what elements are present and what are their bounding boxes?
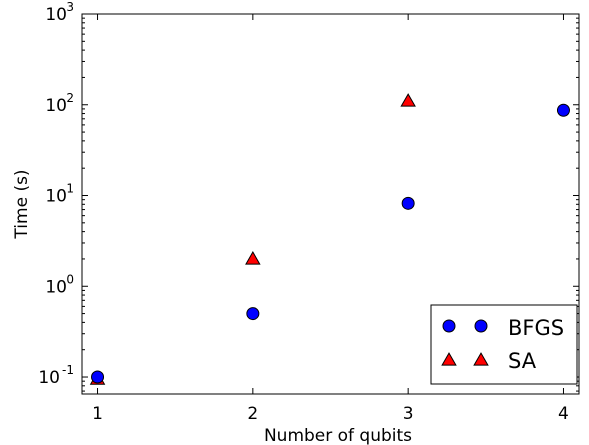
sa-point (245, 251, 261, 265)
x-tick-label: 1 (92, 404, 103, 424)
y-axis-label: Time (s) (12, 169, 32, 239)
bfgs-point (401, 196, 415, 210)
y-tick-label: 10 (45, 5, 67, 25)
legend-sa-marker (473, 352, 489, 366)
x-tick-label: 2 (247, 404, 258, 424)
legend-box (430, 304, 578, 385)
x-tick-label: 4 (558, 404, 569, 424)
sa-point (400, 93, 416, 107)
y-tick-exponent: 1 (66, 182, 74, 196)
bfgs-point (246, 307, 260, 321)
y-tick-label: 10 (38, 368, 60, 388)
legend-label-sa: SA (508, 349, 537, 373)
legend-label-bfgs: BFGS (508, 316, 564, 340)
y-tick-exponent: 3 (66, 0, 74, 14)
y-tick-exponent: 2 (66, 91, 74, 105)
legend-bfgs-marker (442, 319, 456, 333)
data-markers (89, 93, 570, 385)
y-tick-label: 10 (45, 187, 67, 207)
legend: BFGS SA (430, 304, 578, 385)
y-tick-exponent: 0 (66, 272, 74, 286)
x-tick-labels: 1 2 3 4 (92, 404, 569, 424)
x-axis-label: Number of qubits (264, 426, 412, 445)
bfgs-point (91, 370, 105, 384)
y-tick-exponent: -1 (62, 363, 74, 377)
tick-marks (82, 13, 579, 394)
y-tick-label: 10 (45, 96, 67, 116)
legend-bfgs-marker (474, 319, 488, 333)
legend-markers (441, 319, 489, 366)
bfgs-point (556, 103, 570, 117)
legend-sa-marker (441, 352, 457, 366)
y-tick-label: 10 (45, 277, 67, 297)
x-tick-label: 3 (403, 404, 414, 424)
